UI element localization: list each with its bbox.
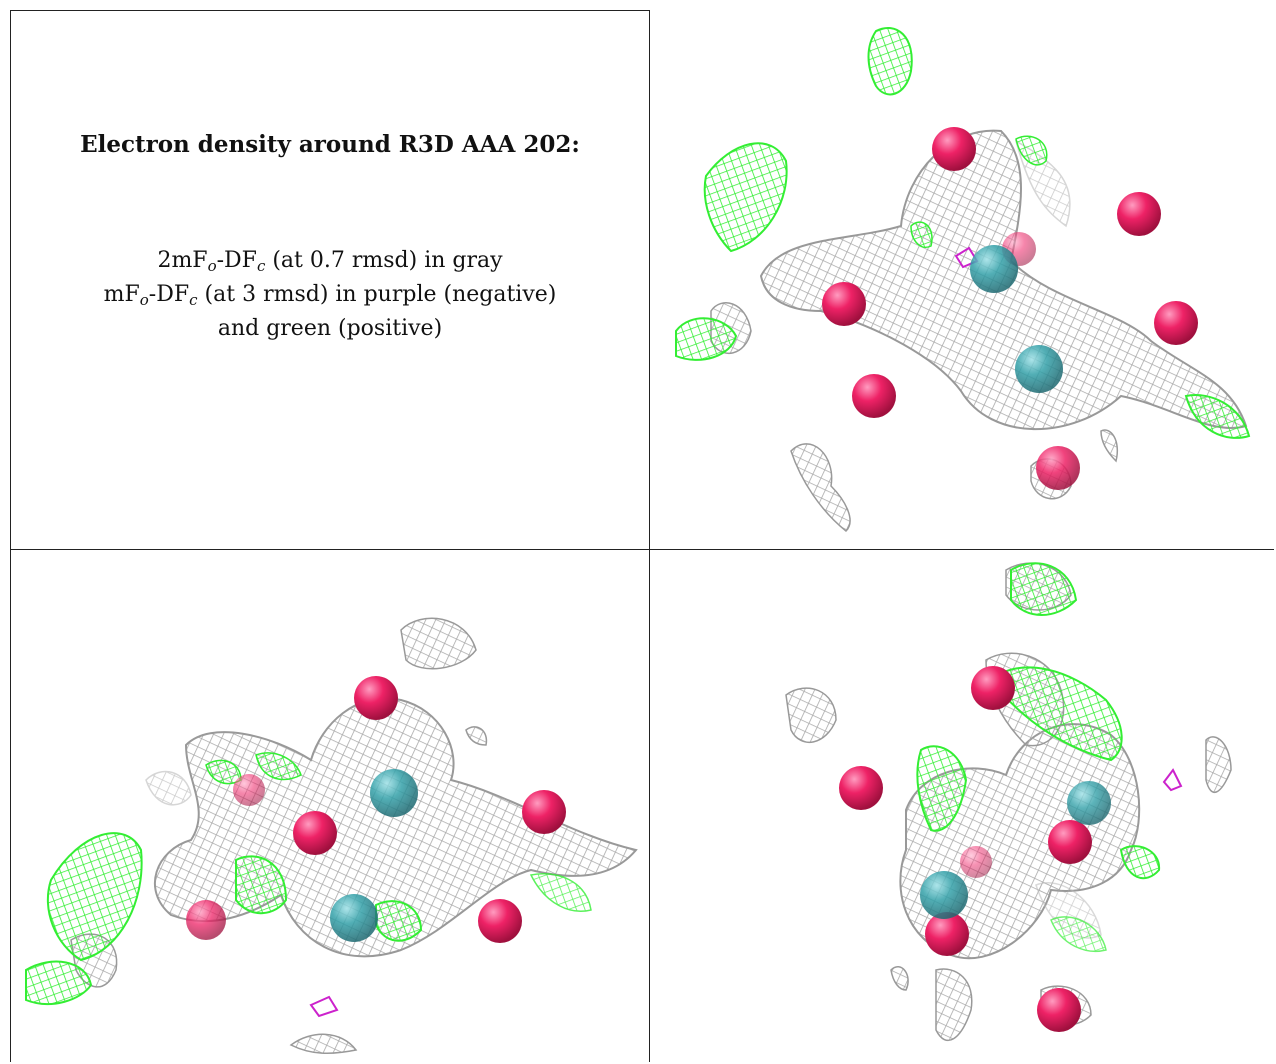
atom-spheres: [186, 676, 566, 943]
caption-line-2: mFo-DFc (at 3 rmsd) in purple (negative): [103, 282, 557, 309]
caption-lines: 2mFo-DFc (at 0.7 rmsd) in gray mFo-DFc (…: [11, 244, 649, 346]
density-render-bottom-right: [785, 562, 1232, 1042]
atom-spheres: [839, 666, 1111, 1032]
density-render-top-right: [675, 26, 1251, 533]
purple-density-mesh: [309, 995, 339, 1018]
green-density-mesh: [25, 752, 592, 1005]
caption-line-3: and green (positive): [217, 316, 443, 341]
middle-border: [10, 549, 1274, 550]
left-border: [10, 10, 11, 1062]
caption-line-1: 2mFo-DFc (at 0.7 rmsd) in gray: [157, 248, 503, 275]
purple-density-mesh: [1162, 768, 1183, 792]
density-panel-bottom-left: [11, 550, 649, 1062]
center-border: [649, 10, 650, 1062]
caption-cell: Electron density around R3D AAA 202: 2mF…: [11, 11, 649, 549]
density-panel-bottom-right: [651, 550, 1274, 1062]
density-render-bottom-left: [25, 617, 638, 1055]
green-density-mesh: [675, 26, 1251, 439]
top-border: [10, 10, 650, 11]
caption-title: Electron density around R3D AAA 202:: [80, 131, 580, 158]
atom-spheres: [822, 127, 1198, 490]
figure-grid: Electron density around R3D AAA 202: 2mF…: [10, 10, 1274, 1062]
gray-density-mesh: [70, 617, 638, 1055]
density-panel-top-right: [651, 11, 1274, 548]
green-density-mesh: [916, 562, 1161, 952]
